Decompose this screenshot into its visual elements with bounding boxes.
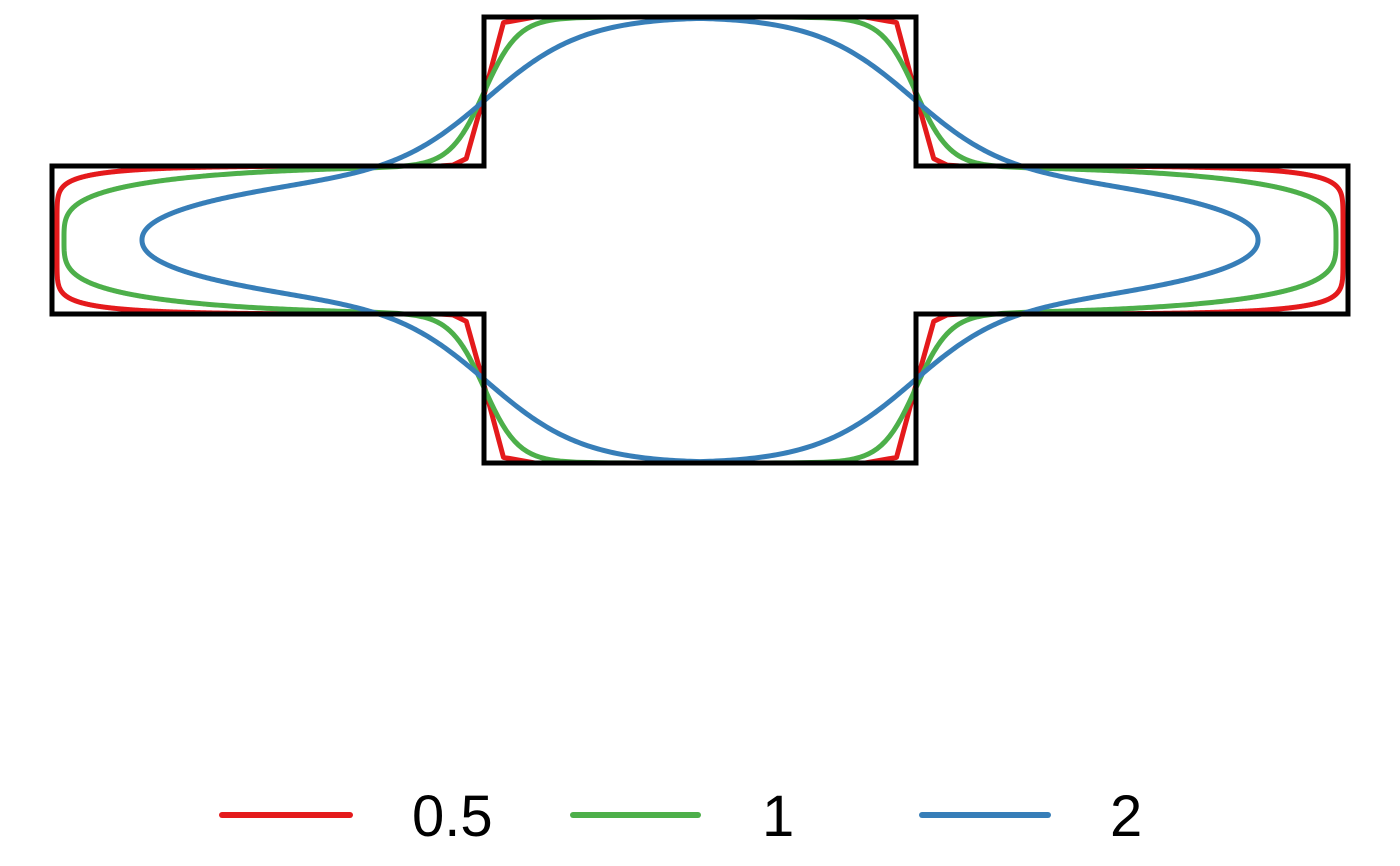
curve-2 bbox=[139, 15, 1261, 465]
smoothed-curves bbox=[54, 14, 1346, 466]
curve-1 bbox=[61, 14, 1339, 466]
legend-label-1: 1 bbox=[762, 784, 794, 849]
legend: 0.5 1 2 bbox=[219, 784, 1142, 849]
legend-label-2: 2 bbox=[1110, 784, 1142, 849]
cross-shape-outline bbox=[49, 14, 1351, 466]
legend-label-0.5: 0.5 bbox=[412, 784, 493, 849]
curve-0.5 bbox=[54, 14, 1346, 466]
